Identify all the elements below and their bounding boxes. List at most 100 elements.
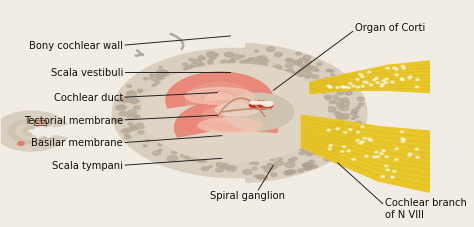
Circle shape	[159, 71, 169, 77]
Polygon shape	[174, 101, 278, 137]
Polygon shape	[23, 127, 35, 136]
Circle shape	[275, 68, 279, 70]
Circle shape	[181, 154, 189, 158]
Circle shape	[231, 55, 240, 60]
Circle shape	[189, 59, 194, 62]
Circle shape	[125, 136, 131, 139]
Circle shape	[359, 143, 362, 145]
Circle shape	[137, 90, 143, 93]
Circle shape	[347, 150, 350, 152]
Circle shape	[246, 60, 251, 62]
Circle shape	[301, 65, 312, 71]
Circle shape	[326, 128, 335, 133]
Circle shape	[327, 122, 336, 127]
Circle shape	[345, 92, 352, 96]
Circle shape	[288, 69, 293, 73]
Circle shape	[289, 170, 296, 174]
Circle shape	[335, 121, 344, 126]
Circle shape	[311, 165, 318, 169]
Circle shape	[359, 74, 362, 76]
Circle shape	[130, 126, 138, 131]
Circle shape	[273, 66, 282, 70]
Circle shape	[401, 80, 404, 81]
Circle shape	[272, 166, 277, 169]
Circle shape	[132, 128, 135, 130]
Circle shape	[143, 145, 147, 147]
Circle shape	[259, 102, 264, 105]
Circle shape	[401, 66, 405, 68]
Circle shape	[333, 96, 338, 99]
Circle shape	[312, 150, 319, 154]
Circle shape	[395, 69, 398, 71]
Polygon shape	[166, 73, 273, 108]
Circle shape	[402, 68, 406, 70]
Circle shape	[356, 132, 360, 133]
Circle shape	[361, 86, 365, 88]
Circle shape	[329, 145, 332, 147]
Circle shape	[261, 60, 269, 64]
Circle shape	[264, 168, 273, 173]
Circle shape	[274, 53, 283, 57]
Circle shape	[221, 61, 227, 64]
Circle shape	[223, 94, 293, 131]
Circle shape	[337, 105, 344, 109]
Circle shape	[127, 92, 132, 94]
Circle shape	[155, 81, 161, 84]
Circle shape	[393, 68, 396, 69]
Circle shape	[183, 67, 192, 72]
Circle shape	[401, 141, 405, 143]
Circle shape	[331, 84, 339, 88]
Circle shape	[317, 63, 322, 66]
Circle shape	[135, 124, 145, 129]
Circle shape	[343, 140, 350, 143]
Circle shape	[288, 59, 293, 62]
Circle shape	[365, 156, 368, 157]
Circle shape	[301, 72, 312, 78]
Circle shape	[320, 136, 327, 139]
Circle shape	[216, 168, 223, 172]
Circle shape	[18, 142, 24, 146]
Circle shape	[255, 51, 258, 53]
Circle shape	[326, 70, 332, 73]
Circle shape	[293, 61, 302, 66]
Text: Bony cochlear wall: Bony cochlear wall	[29, 41, 123, 51]
Circle shape	[225, 54, 231, 57]
Circle shape	[285, 71, 295, 76]
Circle shape	[127, 85, 131, 88]
Circle shape	[339, 147, 346, 150]
Circle shape	[312, 75, 319, 79]
Circle shape	[380, 153, 383, 155]
Circle shape	[182, 64, 188, 67]
Circle shape	[408, 155, 411, 157]
Circle shape	[415, 149, 419, 151]
Circle shape	[339, 106, 349, 111]
Circle shape	[124, 135, 130, 137]
Circle shape	[310, 141, 319, 145]
Circle shape	[340, 99, 348, 103]
Circle shape	[402, 139, 406, 141]
Circle shape	[374, 78, 378, 80]
Circle shape	[391, 82, 394, 84]
Circle shape	[156, 70, 167, 76]
Circle shape	[416, 157, 419, 158]
Circle shape	[350, 135, 356, 138]
Text: Cochlear branch
of N VIII: Cochlear branch of N VIII	[385, 197, 467, 219]
Circle shape	[363, 82, 366, 84]
Circle shape	[332, 83, 340, 87]
Circle shape	[337, 140, 343, 143]
Circle shape	[207, 53, 217, 58]
Text: Tectorial membrane: Tectorial membrane	[24, 115, 123, 125]
Circle shape	[300, 148, 305, 151]
Circle shape	[228, 167, 233, 170]
Circle shape	[309, 67, 318, 72]
Circle shape	[263, 177, 267, 180]
Circle shape	[329, 71, 334, 73]
Circle shape	[283, 70, 290, 74]
Circle shape	[297, 71, 302, 73]
Circle shape	[346, 134, 353, 138]
Circle shape	[308, 151, 317, 155]
Ellipse shape	[262, 102, 273, 107]
Circle shape	[153, 151, 161, 155]
Circle shape	[361, 126, 365, 128]
Circle shape	[336, 120, 342, 123]
